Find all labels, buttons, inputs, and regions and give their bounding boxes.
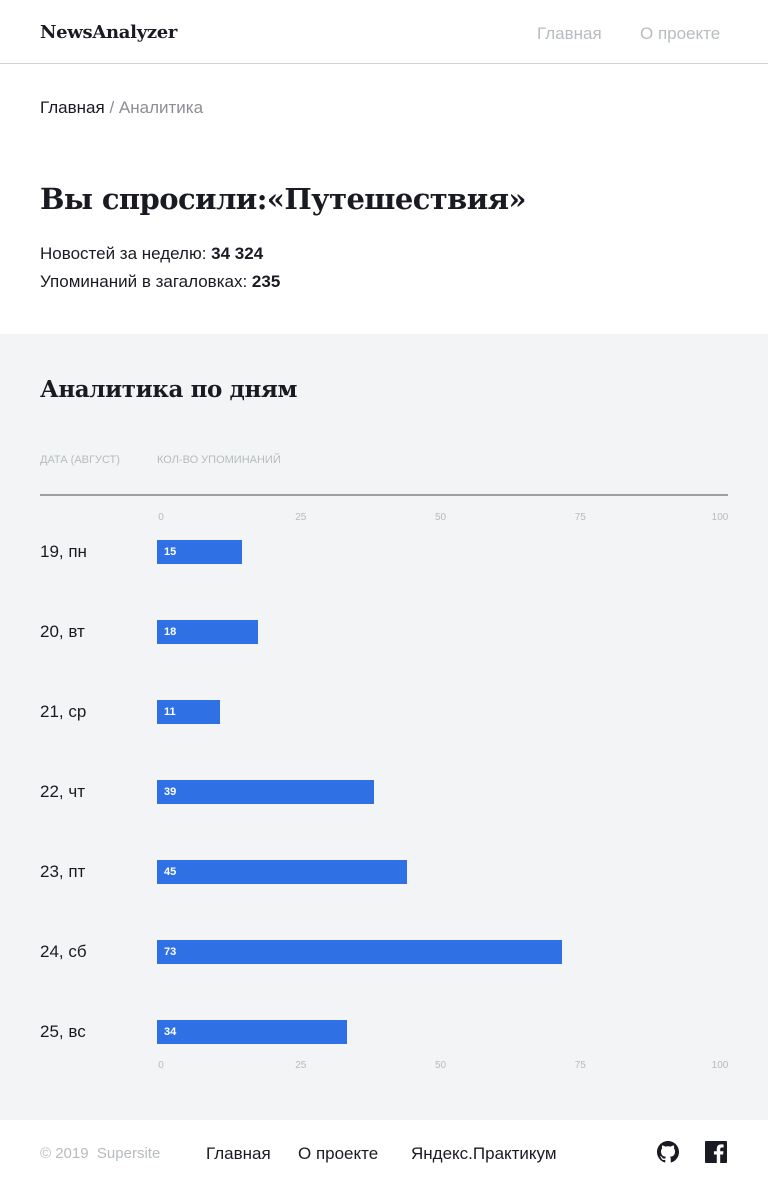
bar-value-label: 39 xyxy=(164,786,177,798)
site-footer: © 2019 Supersite Главная О проекте Яндек… xyxy=(0,1120,768,1184)
bottom-axis-tick: 25 xyxy=(295,1060,307,1071)
day-label: 21, ср xyxy=(40,702,87,721)
mentions-bar: 39 xyxy=(157,780,375,804)
mentions-bar: 73 xyxy=(157,940,562,964)
mentions-bar: 45 xyxy=(157,860,408,884)
nav-about-link[interactable]: О проекте xyxy=(640,24,721,43)
breadcrumb: Главная / Аналитика xyxy=(40,98,203,118)
bottom-axis-tick: 50 xyxy=(434,1060,447,1071)
news-week-count: 34 324 xyxy=(211,244,264,263)
footer-about-link[interactable]: О проекте xyxy=(298,1144,379,1163)
day-label: 22, чт xyxy=(40,782,85,801)
page-title: Вы спросили:«Путешествия» xyxy=(40,182,527,216)
headline-mentions-label: Упоминаний в загаловках: xyxy=(40,272,252,291)
mentions-bar: 11 xyxy=(157,700,220,724)
top-axis-tick: 100 xyxy=(711,512,729,523)
breadcrumb-current: Аналитика xyxy=(118,98,204,117)
top-axis-scale: 0 25 50 75 100 xyxy=(157,512,728,526)
top-axis-tick: 75 xyxy=(574,512,586,523)
bottom-axis-tick: 75 xyxy=(574,1060,586,1071)
bottom-axis-tick: 100 xyxy=(711,1060,729,1071)
site-header: NewsAnalyzer Главная О проекте xyxy=(0,0,768,64)
bottom-axis-scale: 0 25 50 75 100 xyxy=(157,1060,728,1074)
mentions-bar: 18 xyxy=(157,620,259,644)
count-column-header: Кол-во упоминаний xyxy=(157,454,281,466)
breadcrumb-home-link[interactable]: Главная xyxy=(40,98,105,117)
day-label: 19, пн xyxy=(40,542,87,561)
bar-value-label: 11 xyxy=(164,706,176,718)
top-axis-tick: 25 xyxy=(295,512,307,523)
day-label: 24, сб xyxy=(40,942,87,961)
github-icon[interactable] xyxy=(657,1141,679,1163)
mentions-bar: 34 xyxy=(157,1020,347,1044)
facebook-icon-svg xyxy=(705,1141,727,1163)
day-label: 25, вс xyxy=(40,1022,86,1041)
news-week-label: Новостей за неделю: xyxy=(40,244,212,263)
headline-mentions-count: 235 xyxy=(251,272,281,291)
breadcrumb-separator: / xyxy=(109,98,115,117)
headline-mentions-stat: Упоминаний в загаловках: 235 xyxy=(40,272,280,292)
bar-value-label: 15 xyxy=(164,546,177,558)
news-week-stat: Новостей за неделю: 34 324 xyxy=(40,244,263,264)
header-divider xyxy=(40,494,728,496)
analytics-section: Аналитика по дням Дата (август) Кол-во у… xyxy=(0,334,768,1120)
bar-value-label: 45 xyxy=(164,866,177,878)
day-label: 20, вт xyxy=(40,622,85,641)
date-column-header: Дата (август) xyxy=(40,454,120,466)
analytics-title: Аналитика по дням xyxy=(40,376,298,403)
top-axis-tick: 50 xyxy=(434,512,447,523)
facebook-icon[interactable] xyxy=(705,1141,727,1163)
footer-yandex-practicum-link[interactable]: Яндекс.Практикум xyxy=(411,1144,557,1163)
bar-value-label: 73 xyxy=(164,946,177,958)
top-axis-tick: 0 xyxy=(158,512,164,523)
mentions-bar: 15 xyxy=(157,540,242,564)
bar-value-label: 18 xyxy=(164,626,177,638)
bar-value-label: 34 xyxy=(164,1026,177,1038)
day-label: 23, пт xyxy=(40,862,86,881)
logo[interactable]: NewsAnalyzer xyxy=(40,22,178,43)
copyright: © 2019 Supersite xyxy=(40,1145,161,1162)
nav-home-link[interactable]: Главная xyxy=(537,24,602,43)
bottom-axis-tick: 0 xyxy=(158,1060,164,1071)
github-icon-svg xyxy=(657,1141,679,1163)
footer-home-link[interactable]: Главная xyxy=(206,1144,271,1163)
